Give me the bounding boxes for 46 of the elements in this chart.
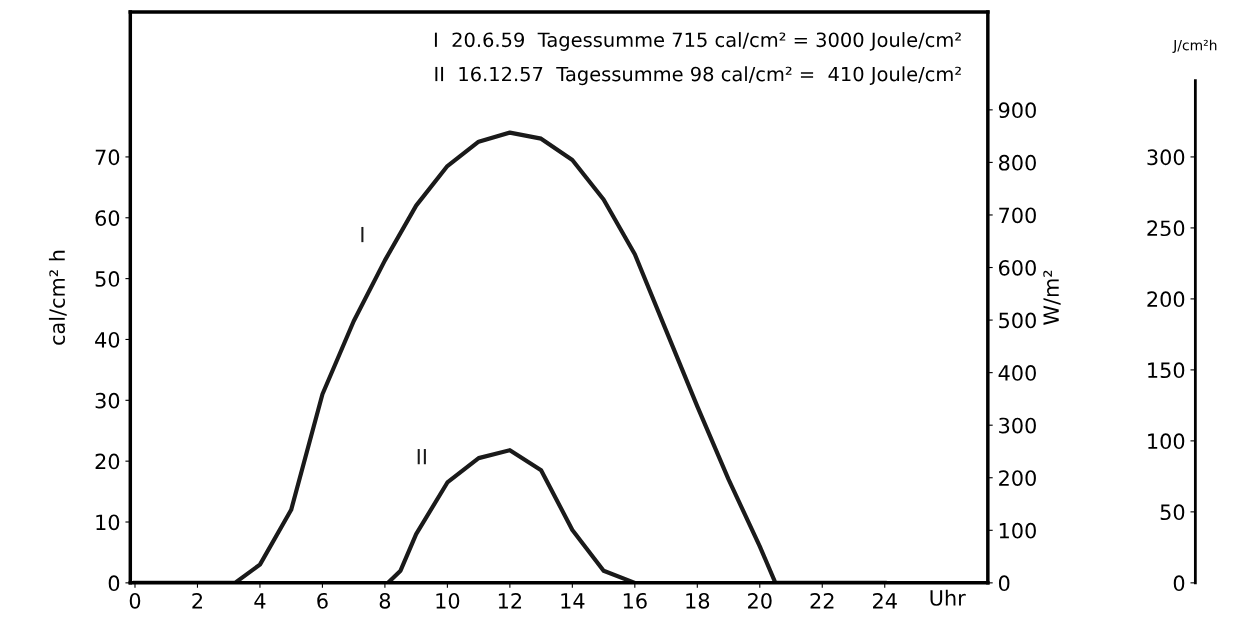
y-tick-label: 20 (95, 453, 120, 470)
y3-tick-label: 0 (1173, 575, 1185, 592)
annotation: II 16.12.57 Tagessumme 98 cal/cm² = 410 Joule/cm² (435, 66, 961, 86)
x-tick-label: 24 (873, 592, 897, 609)
y2-tick-label: 400 (998, 365, 1036, 381)
y2-tick-label: 600 (999, 259, 1036, 276)
y-axis-title: cal/cm² h (48, 250, 67, 345)
y-tick-label: 50 (95, 271, 120, 287)
y2-tick-label: 900 (998, 102, 1036, 119)
x-axis-title: Uhr (930, 589, 966, 606)
x-tick-label: 4 (254, 593, 266, 609)
y3-tick-label: 200 (1147, 291, 1185, 308)
y2-tick-label: 300 (999, 417, 1036, 434)
y2-tick-label: 800 (998, 154, 1036, 171)
y-tick-label: 0 (108, 575, 120, 592)
y-tick-label: 10 (96, 514, 120, 531)
x-tick-label: 12 (498, 592, 522, 609)
x-tick-label: 2 (192, 592, 203, 609)
y2-tick-label: 0 (998, 575, 1010, 592)
y3-tick-label: 100 (1148, 433, 1185, 450)
y3-axis-title: J/cm²h (1172, 39, 1217, 53)
series-label: I (361, 226, 364, 243)
y2-tick-label: 200 (999, 470, 1036, 486)
x-tick-label: 18 (686, 592, 710, 609)
annotation: I 20.6.59 Tagessumme 715 cal/cm² = 3000 Joule/cm² (434, 32, 961, 51)
x-tick-label: 8 (379, 592, 391, 609)
y-tick-label: 60 (95, 210, 120, 226)
y3-tick-label: 50 (1160, 504, 1185, 521)
y2-tick-label: 700 (999, 207, 1036, 224)
x-tick-label: 10 (436, 592, 460, 609)
y3-tick-label: 300 (1147, 149, 1185, 166)
x-tick-label: 16 (623, 592, 647, 609)
x-tick-label: 20 (748, 592, 772, 609)
y2-tick-label: 500 (999, 312, 1036, 329)
series-label: II (417, 449, 426, 465)
y-tick-label: 70 (95, 149, 120, 166)
y-tick-label: 30 (95, 392, 120, 409)
y2-tick-label: 100 (999, 522, 1036, 539)
x-tick-label: 14 (561, 593, 585, 609)
y2-axis-title: W/m² (1043, 270, 1061, 325)
x-tick-label: 6 (317, 592, 328, 609)
x-tick-label: 22 (810, 592, 834, 609)
x-tick-label: 0 (129, 592, 141, 609)
y-tick-label: 40 (95, 331, 120, 348)
y3-tick-label: 150 (1148, 362, 1185, 379)
y3-tick-label: 250 (1147, 220, 1185, 237)
